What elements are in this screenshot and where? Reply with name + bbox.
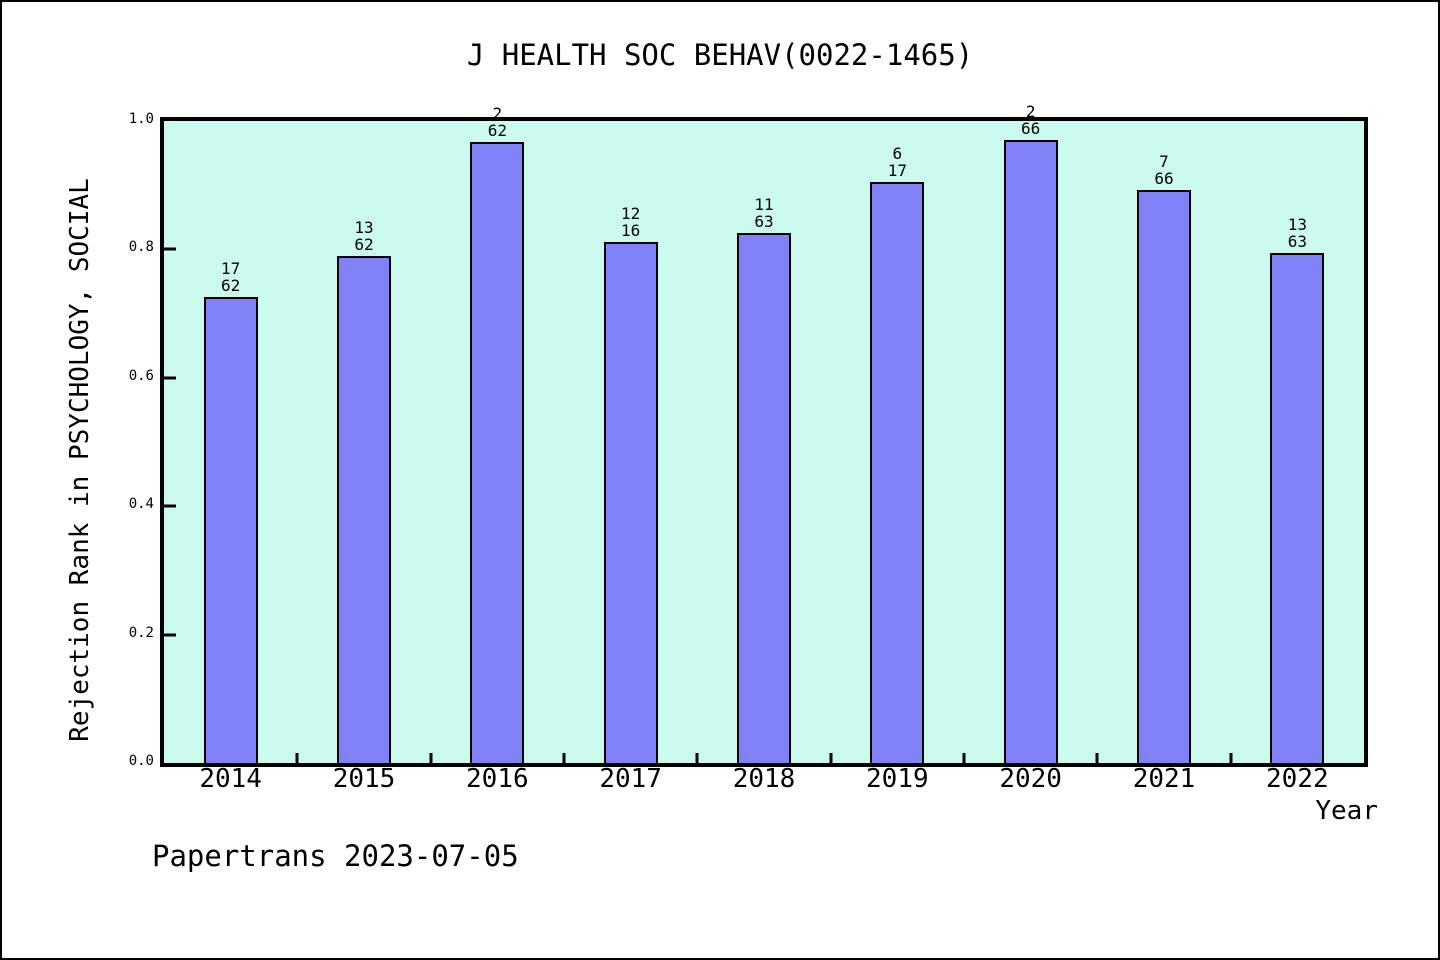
x-axis-tick-labels: 2014 2015 2016 2017 2018 2019 2020 2021 2022 bbox=[164, 765, 1364, 795]
bar-2018 bbox=[737, 233, 791, 763]
x-tick bbox=[695, 753, 699, 763]
x-tick-label-2022: 2022 bbox=[1266, 764, 1329, 794]
bar-2021 bbox=[1137, 189, 1191, 763]
y-tick-label: 0.2 bbox=[128, 624, 154, 641]
bar-2022 bbox=[1270, 253, 1325, 763]
bar-value-label-2017: 12 16 bbox=[604, 205, 658, 239]
x-tick bbox=[962, 753, 966, 763]
x-tick-label-2019: 2019 bbox=[866, 764, 929, 794]
bar-label-denominator: 16 bbox=[621, 221, 641, 241]
bar-label-denominator: 63 bbox=[754, 212, 774, 232]
bar-label-denominator: 62 bbox=[221, 275, 241, 295]
bar-value-label-2015: 13 62 bbox=[337, 219, 391, 253]
y-tick-label: 0.6 bbox=[128, 367, 154, 384]
y-tick bbox=[164, 633, 176, 637]
x-tick-label-2018: 2018 bbox=[732, 764, 796, 794]
x-tick bbox=[1229, 753, 1233, 763]
watermark-text: Papertrans 2023-07-05 bbox=[152, 839, 519, 873]
x-tick bbox=[295, 753, 299, 763]
bar-label-denominator: 17 bbox=[887, 161, 907, 180]
y-axis-tick-labels: 0.0 0.2 0.4 0.6 0.8 1.0 bbox=[92, 112, 154, 768]
x-tick-label-2015: 2015 bbox=[332, 764, 396, 794]
bar-2020 bbox=[1003, 140, 1058, 763]
bar-label-numerator: 13 bbox=[354, 217, 374, 237]
bar-label-numerator: 17 bbox=[221, 258, 241, 278]
bar-label-numerator: 12 bbox=[621, 204, 641, 224]
bar-label-numerator: 2 bbox=[1025, 102, 1036, 122]
bar-value-label-2018: 11 63 bbox=[737, 196, 791, 230]
bar-value-label-2021: 7 66 bbox=[1137, 153, 1191, 187]
x-tick bbox=[429, 753, 433, 763]
bar-2014 bbox=[203, 296, 258, 763]
bar-2017 bbox=[603, 242, 658, 763]
y-tick bbox=[164, 247, 176, 251]
bar-label-numerator: 6 bbox=[892, 144, 903, 163]
bar-2019 bbox=[870, 182, 925, 763]
x-tick bbox=[1095, 753, 1099, 763]
chart-title: J HEALTH SOC BEHAV(0022-1465) bbox=[466, 38, 974, 72]
y-tick-label: 0.4 bbox=[128, 496, 154, 513]
bar-label-denominator: 62 bbox=[487, 120, 507, 140]
bar-label-denominator: 66 bbox=[1021, 119, 1041, 139]
bar-label-numerator: 2 bbox=[492, 103, 503, 123]
bar-label-numerator: 11 bbox=[754, 195, 774, 215]
bar-value-label-2014: 17 62 bbox=[204, 260, 258, 294]
bar-2016 bbox=[470, 141, 525, 763]
bar-2015 bbox=[336, 255, 391, 763]
x-tick-label-2017: 2017 bbox=[599, 764, 662, 794]
y-tick bbox=[164, 376, 176, 380]
bar-value-label-2020: 2 66 bbox=[1004, 103, 1058, 137]
y-tick-label: 1.0 bbox=[128, 111, 154, 127]
bar-label-denominator: 63 bbox=[1287, 232, 1307, 252]
x-tick-label-2014: 2014 bbox=[199, 764, 262, 794]
bar-label-numerator: 7 bbox=[1159, 151, 1169, 171]
plot-area: 17 62 13 62 2 62 12 16 11 63 6 17 2 66 7 66 13 63 bbox=[160, 103, 1368, 767]
y-tick-label: 0.0 bbox=[128, 753, 154, 769]
y-tick-label: 0.8 bbox=[128, 239, 154, 256]
bar-label-numerator: 13 bbox=[1287, 215, 1307, 235]
bar-value-label-2019: 6 17 bbox=[870, 145, 924, 179]
x-tick bbox=[562, 753, 566, 763]
bar-label-denominator: 62 bbox=[354, 234, 374, 254]
x-axis-label: Year bbox=[1315, 796, 1378, 826]
y-tick bbox=[164, 504, 176, 508]
bar-label-denominator: 66 bbox=[1154, 168, 1174, 188]
x-tick bbox=[829, 753, 833, 763]
x-tick-label-2016: 2016 bbox=[466, 764, 529, 794]
bar-value-label-2016: 2 62 bbox=[470, 105, 524, 139]
y-axis-label: Rejection Rank in PSYCHOLOGY, SOCIAL bbox=[65, 178, 95, 742]
bar-value-label-2022: 13 63 bbox=[1270, 216, 1324, 250]
x-tick-label-2020: 2020 bbox=[999, 764, 1062, 794]
x-tick-label-2021: 2021 bbox=[1132, 764, 1196, 794]
